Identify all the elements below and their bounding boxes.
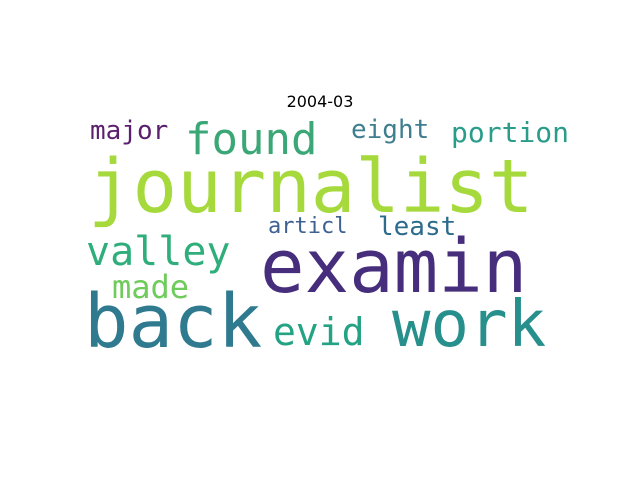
word-work: work (392, 288, 547, 362)
word-journalist: journalist (88, 144, 534, 230)
word-least: least (378, 212, 457, 242)
word-valley: valley (86, 229, 231, 275)
word-examin: examin (260, 224, 528, 310)
word-articl: articl (268, 214, 348, 239)
word-found: found (185, 114, 318, 165)
word-cloud: journalist examin back work found valley… (80, 114, 569, 365)
word-major: major (90, 116, 169, 146)
figure-title: 2004-03 (286, 92, 354, 111)
word-eight: eight (351, 115, 430, 145)
word-made: made (112, 268, 190, 306)
word-portion: portion (451, 116, 570, 149)
word-evid: evid (273, 310, 365, 354)
word-back: back (84, 279, 263, 365)
